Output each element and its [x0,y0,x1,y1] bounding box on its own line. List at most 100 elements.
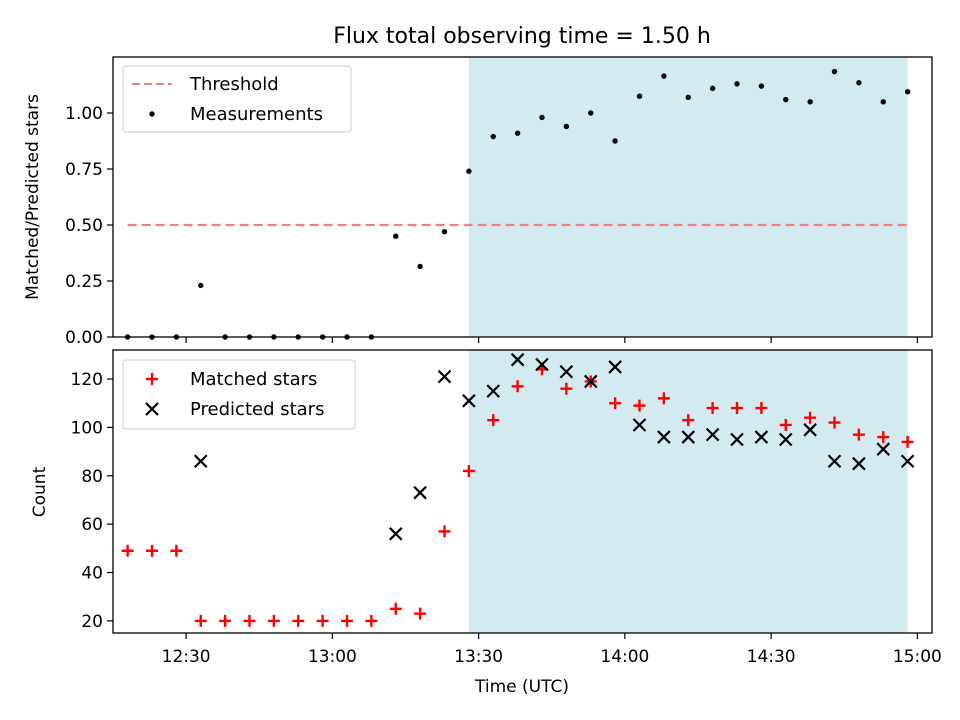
flux-ratio-shaded-region [468,57,908,337]
flux-ratio-axes-frame [112,56,933,338]
matched-star-point [487,414,500,427]
measurement-point [807,99,813,105]
matched-star-point [852,428,865,441]
flux-ratio-legend: Threshold Measurements [122,65,352,133]
legend-measurements-label: Measurements [190,104,323,125]
predicted-star-point [754,430,769,444]
predicted-star-point [827,454,842,469]
matched-star-point [877,431,890,444]
x-tick-label: 14:30 [747,647,796,667]
matched-star-point [901,435,914,448]
measurement-point [612,138,618,144]
y-tick-label: 20 [81,612,103,632]
y-tick-label: 40 [81,564,103,584]
predicted-star-point [730,432,744,447]
y-tick-label: 1.00 [65,104,103,124]
y-tick-label: 120 [71,370,103,390]
matched-star-point [243,614,256,627]
predicted-star-point [632,418,647,432]
matched-star-point [438,525,451,538]
legend-matched-swatch [146,373,158,385]
y-tick-label: 60 [81,515,103,535]
predicted-star-point [559,364,574,379]
predicted-star-point [608,360,622,374]
measurement-point [709,85,716,92]
measurement-point [441,229,448,235]
flux-ratio-panel: 0.00 0.25 0.50 0.75 1.00 Matched/Predicted s… [23,56,933,348]
star-count-panel: 20 40 60 80 100 120 12:30 13:00 13:30 14:00 14:30… [30,349,942,697]
matched-star-point [316,614,329,627]
legend-measurements-swatch [149,111,155,117]
predicted-star-point [583,374,598,389]
y-tick-label: 0.50 [65,216,103,236]
legend-matched-label: Matched stars [190,369,317,390]
y-tick-label: 80 [81,467,103,487]
y-tick-label: 0.25 [65,272,103,292]
matched-star-point [511,380,524,393]
matched-star-point [560,382,573,395]
measurement-point [758,83,765,89]
legend-threshold-label: Threshold [189,74,279,95]
matched-star-point [341,614,353,627]
measurement-point [904,89,911,95]
matched-star-point [706,402,719,415]
predicted-star-point [413,485,427,500]
matched-star-point [292,614,305,627]
x-tick-label: 15:00 [893,647,942,667]
matched-star-point [731,402,743,415]
predicted-star-point [437,369,452,384]
count-y-axis-label: Count [30,466,50,517]
matched-star-point [414,607,427,620]
x-tick-label: 14:00 [600,647,649,667]
y-tick-label: 0.75 [65,160,103,180]
matched-star-point [609,397,622,410]
measurement-point [393,233,399,239]
predicted-star-point [535,357,549,372]
flux-ratio-legend-box [122,65,352,133]
measurement-point [856,80,862,86]
y-tick-label: 100 [71,418,103,438]
predicted-star-point [462,394,476,408]
flux-ratio-y-axis-label: Matched/Predicted stars [23,94,43,300]
measurement-point [198,282,204,289]
predicted-star-point [486,384,501,398]
x-tick-label: 12:30 [162,647,211,667]
x-axis-label: Time (UTC) [474,677,569,697]
predicted-star-point [778,432,793,447]
predicted-star-point [705,427,720,442]
matched-star-point [828,416,841,429]
star-count-legend: Matched stars Predicted stars [122,359,356,430]
predicted-star-point [852,456,866,471]
matched-star-point [682,414,695,427]
predicted-star-point [900,454,915,469]
predicted-star-point [681,430,696,444]
matched-star-point [389,602,402,615]
measurement-point [685,94,691,101]
predicted-star-point [803,423,817,437]
matched-star-point [804,411,817,424]
chart-title: Flux total observing time = 1.50 h [333,24,711,49]
star-count-shaded-region [468,350,908,633]
measurement-point [417,263,423,270]
matched-star-point [146,544,158,557]
matched-star-point [170,544,183,557]
matched-star-point [219,614,232,627]
measurement-point [661,73,667,79]
matched-star-point [121,544,134,557]
matched-star-point [779,418,792,431]
measurement-point [734,81,740,87]
measurement-point [783,96,789,103]
measurement-point [490,133,496,140]
y-tick-label: 0.00 [65,328,103,348]
x-tick-label: 13:30 [454,647,503,667]
measurement-point [539,114,545,121]
x-tick-label: 13:00 [308,647,357,667]
star-count-legend-box [122,359,356,430]
measurement-point [563,123,570,130]
measurement-point [636,93,643,99]
measurement-point [588,110,594,116]
measurement-point [831,68,838,75]
predicted-star-point [657,430,671,444]
matched-star-point [462,464,475,477]
